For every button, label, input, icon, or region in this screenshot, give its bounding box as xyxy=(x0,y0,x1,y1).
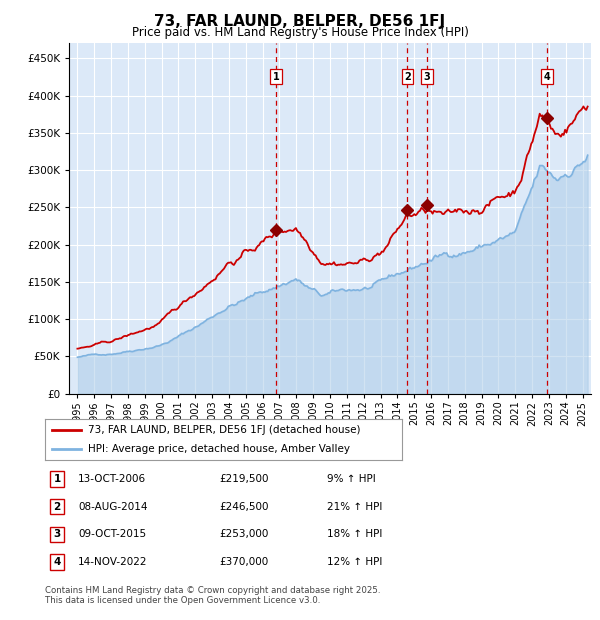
Text: £246,500: £246,500 xyxy=(219,502,269,512)
Text: 73, FAR LAUND, BELPER, DE56 1FJ: 73, FAR LAUND, BELPER, DE56 1FJ xyxy=(154,14,446,29)
Text: £253,000: £253,000 xyxy=(219,529,268,539)
Text: 4: 4 xyxy=(544,72,550,82)
Text: 3: 3 xyxy=(53,529,61,539)
Text: 13-OCT-2006: 13-OCT-2006 xyxy=(78,474,146,484)
Text: 1: 1 xyxy=(272,72,280,82)
Text: 18% ↑ HPI: 18% ↑ HPI xyxy=(327,529,382,539)
Text: 21% ↑ HPI: 21% ↑ HPI xyxy=(327,502,382,512)
Text: 3: 3 xyxy=(424,72,431,82)
Text: Price paid vs. HM Land Registry's House Price Index (HPI): Price paid vs. HM Land Registry's House … xyxy=(131,26,469,39)
Text: 14-NOV-2022: 14-NOV-2022 xyxy=(78,557,148,567)
Text: 4: 4 xyxy=(53,557,61,567)
Text: 73, FAR LAUND, BELPER, DE56 1FJ (detached house): 73, FAR LAUND, BELPER, DE56 1FJ (detache… xyxy=(88,425,361,435)
Text: £219,500: £219,500 xyxy=(219,474,269,484)
Text: 9% ↑ HPI: 9% ↑ HPI xyxy=(327,474,376,484)
Text: 2: 2 xyxy=(404,72,411,82)
Text: 08-AUG-2014: 08-AUG-2014 xyxy=(78,502,148,512)
Text: Contains HM Land Registry data © Crown copyright and database right 2025.
This d: Contains HM Land Registry data © Crown c… xyxy=(45,586,380,605)
Text: 1: 1 xyxy=(53,474,61,484)
Text: 09-OCT-2015: 09-OCT-2015 xyxy=(78,529,146,539)
Text: £370,000: £370,000 xyxy=(219,557,268,567)
Text: HPI: Average price, detached house, Amber Valley: HPI: Average price, detached house, Ambe… xyxy=(88,444,350,454)
Text: 12% ↑ HPI: 12% ↑ HPI xyxy=(327,557,382,567)
Text: 2: 2 xyxy=(53,502,61,512)
